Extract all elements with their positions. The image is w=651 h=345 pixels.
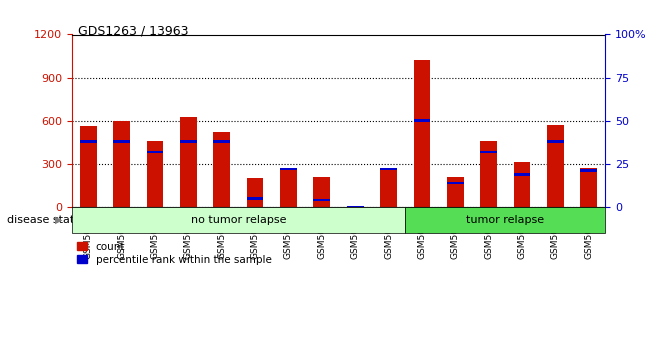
Bar — [180, 140, 197, 143]
Bar — [247, 197, 264, 200]
Bar — [314, 199, 330, 201]
Bar — [447, 181, 464, 184]
Bar — [347, 206, 363, 207]
Bar — [314, 177, 330, 207]
Bar — [547, 125, 564, 207]
Bar — [280, 168, 297, 170]
Bar — [547, 140, 564, 143]
Bar — [514, 162, 531, 207]
Bar — [514, 173, 531, 176]
Bar — [480, 141, 497, 207]
Text: tumor relapse: tumor relapse — [466, 215, 544, 225]
Bar — [581, 169, 597, 172]
Bar — [80, 127, 96, 207]
Bar — [447, 177, 464, 207]
Bar — [113, 121, 130, 207]
Bar — [413, 119, 430, 122]
Bar — [113, 140, 130, 143]
Text: no tumor relapse: no tumor relapse — [191, 215, 286, 225]
Text: disease state: disease state — [7, 215, 81, 225]
Bar — [80, 140, 96, 143]
Bar — [413, 60, 430, 207]
Bar — [480, 150, 497, 153]
Bar — [380, 168, 397, 170]
Bar — [214, 132, 230, 207]
Bar — [347, 206, 363, 208]
Bar — [280, 168, 297, 207]
Bar — [380, 168, 397, 207]
Text: ▶: ▶ — [55, 215, 62, 225]
Bar — [180, 117, 197, 207]
Bar — [146, 141, 163, 207]
Bar — [581, 168, 597, 207]
Bar — [214, 140, 230, 143]
Text: GDS1263 / 13963: GDS1263 / 13963 — [78, 24, 189, 37]
Bar — [146, 150, 163, 153]
Bar — [247, 178, 264, 207]
Legend: count, percentile rank within the sample: count, percentile rank within the sample — [77, 241, 271, 265]
